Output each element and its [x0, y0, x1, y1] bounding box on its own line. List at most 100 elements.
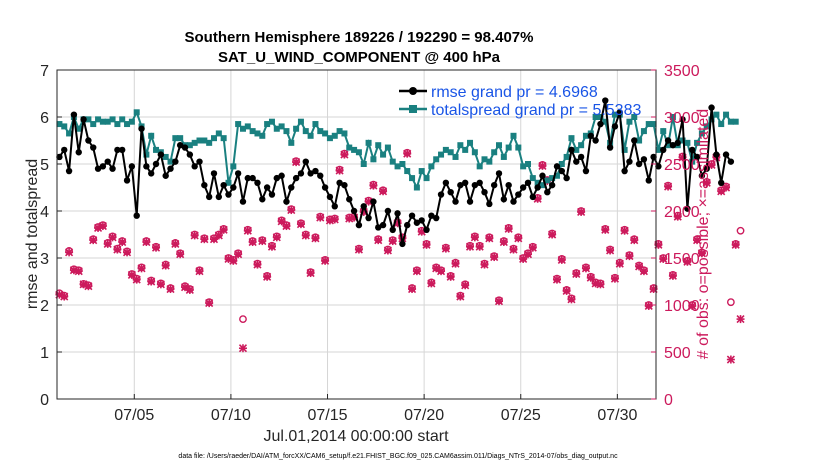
totalspread-point — [438, 151, 445, 158]
obs-assimilated-point — [412, 267, 421, 276]
rmse-point — [698, 172, 706, 179]
obs-assimilated-point — [403, 149, 412, 158]
obs-assimilated-point — [185, 285, 194, 295]
totalspread-point — [500, 153, 507, 160]
plot-area — [57, 70, 656, 399]
obs-assimilated-point — [683, 257, 692, 266]
rmse-point — [708, 104, 715, 111]
totalspread-point — [167, 158, 174, 165]
rmse-point — [230, 184, 237, 191]
totalspread-point — [317, 128, 324, 135]
rmse-point — [317, 172, 324, 179]
y-left-tick-label: 0 — [40, 392, 49, 409]
obs-possible-point — [239, 315, 247, 323]
y-right-tick-label: 1500 — [664, 251, 700, 268]
rmse-point — [292, 174, 300, 182]
totalspread-point — [239, 125, 246, 132]
obs-assimilated-point — [552, 275, 562, 284]
rmse-point — [582, 167, 590, 175]
totalspread-point — [578, 142, 585, 149]
obs-assimilated-point — [171, 239, 180, 248]
obs-assimilated-point — [601, 225, 610, 234]
rmse-point — [239, 198, 247, 205]
totalspread-point — [481, 156, 488, 163]
obs-assimilated-point — [229, 256, 238, 265]
rmse-point — [573, 158, 580, 165]
totalspread-point — [510, 132, 517, 139]
totalspread-point — [264, 121, 271, 128]
totalspread-point — [404, 168, 411, 175]
totalspread-point — [133, 109, 140, 116]
obs-assimilated-point — [383, 246, 392, 255]
rmse-point — [326, 193, 334, 201]
obs-assimilated-point — [721, 183, 731, 192]
obs-assimilated-point — [393, 219, 402, 228]
obs-assimilated-point — [731, 240, 740, 249]
rmse-point — [519, 184, 527, 191]
totalspread-point — [191, 139, 198, 146]
rmse-point — [133, 212, 140, 219]
totalspread-point — [104, 118, 111, 125]
totalspread-point — [360, 161, 367, 167]
totalspread-point — [505, 144, 512, 151]
obs-assimilated-point — [248, 237, 257, 247]
obs-assimilated-point — [330, 215, 339, 224]
rmse-point — [515, 191, 522, 198]
rmse-point — [437, 191, 445, 198]
rmse-point — [350, 207, 358, 215]
rmse-point — [428, 212, 435, 219]
obs-assimilated-point — [639, 267, 648, 276]
rmse-point — [592, 137, 599, 144]
totalspread-point — [370, 156, 377, 163]
y-right-tick-label: 1000 — [664, 298, 700, 315]
rmse-point — [606, 144, 614, 151]
obs-assimilated-point — [137, 264, 146, 273]
totalspread-point — [602, 118, 609, 125]
obs-assimilated-point — [461, 281, 470, 290]
totalspread-point — [418, 168, 425, 175]
rmse-point — [621, 167, 628, 175]
totalspread-point — [399, 161, 406, 167]
obs-assimilated-point — [354, 245, 363, 254]
obs-assimilated-point — [620, 226, 629, 235]
x-tick-label: 07/30 — [597, 407, 637, 424]
totalspread-point — [322, 130, 329, 137]
obs-assimilated-point — [528, 243, 537, 252]
totalspread-point — [235, 121, 242, 128]
totalspread-point — [307, 132, 314, 139]
totalspread-point — [462, 146, 469, 153]
y-left-tick-label: 5 — [40, 157, 49, 174]
totalspread-point — [718, 121, 725, 128]
rmse-point — [85, 137, 92, 144]
rmse-point — [220, 181, 227, 189]
totalspread-point — [732, 118, 739, 125]
totalspread-point — [109, 116, 116, 123]
rmse-point — [147, 170, 155, 177]
totalspread-point — [491, 149, 498, 156]
obs-assimilated-point — [465, 242, 475, 251]
totalspread-point — [539, 182, 546, 189]
totalspread-point — [520, 163, 527, 170]
obs-assimilated-point — [311, 234, 320, 243]
totalspread-point — [563, 153, 570, 160]
totalspread-point — [75, 125, 82, 132]
plot-frame — [56, 69, 657, 400]
rmse-point — [375, 224, 382, 231]
rmse-point — [365, 214, 372, 222]
rmse-point — [234, 170, 242, 177]
totalspread-point — [413, 184, 420, 191]
totalspread-point — [544, 177, 551, 184]
totalspread-point — [254, 130, 261, 137]
obs-assimilated-point — [147, 277, 156, 286]
y-left-tick-label: 6 — [40, 110, 49, 127]
rmse-point — [278, 172, 285, 179]
totalspread-point — [336, 128, 343, 135]
rmse-point — [259, 196, 266, 203]
obs-assimilated-point — [509, 245, 518, 254]
obs-assimilated-point — [702, 178, 711, 187]
obs-assimilated-point — [577, 207, 586, 217]
rmse-point — [548, 181, 556, 189]
rmse-point — [346, 196, 353, 203]
obs-assimilated-point — [335, 166, 344, 175]
obs-assimilated-point — [726, 355, 735, 364]
